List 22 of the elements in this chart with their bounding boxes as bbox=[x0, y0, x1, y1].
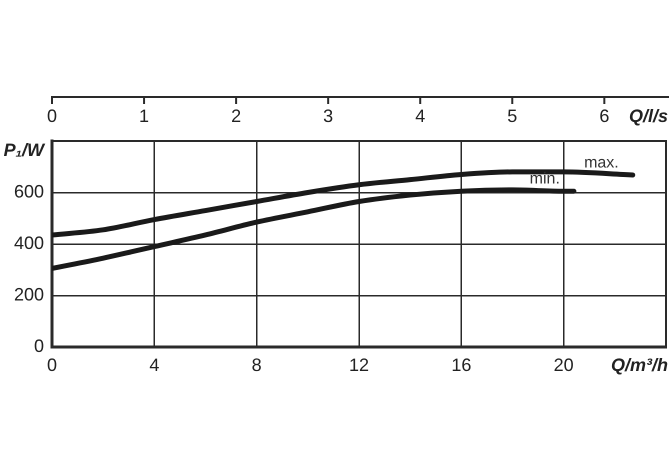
y-tick-label: 400 bbox=[14, 232, 44, 253]
x-tick-label: 20 bbox=[554, 354, 574, 375]
x2-tick-label: 2 bbox=[231, 106, 242, 126]
x-tick-label: 8 bbox=[252, 354, 262, 375]
y-tick-label: 600 bbox=[14, 181, 44, 202]
x-tick-label: 12 bbox=[348, 354, 370, 375]
x-tick-label: 0 bbox=[46, 354, 58, 375]
series-label: min. bbox=[530, 170, 560, 188]
x2-tick-label: 4 bbox=[415, 106, 426, 126]
series-label: max. bbox=[584, 154, 619, 172]
x2-tick-label: 5 bbox=[507, 106, 518, 126]
y-axis-title: P₁/W bbox=[4, 140, 46, 160]
x2-tick-label: 6 bbox=[599, 106, 610, 126]
y-tick-label: 200 bbox=[14, 284, 44, 304]
x2-tick-label: 3 bbox=[323, 106, 334, 126]
x2-axis-title: Q/l/s bbox=[628, 106, 668, 126]
x2-tick-label: 1 bbox=[139, 106, 150, 126]
y-tick-label: 0 bbox=[34, 336, 44, 356]
x2-tick-label: 0 bbox=[46, 106, 58, 126]
x-axis-title: Q/m³/h bbox=[611, 354, 668, 375]
x-tick-label: 4 bbox=[149, 354, 160, 375]
x-tick-label: 16 bbox=[451, 354, 472, 375]
